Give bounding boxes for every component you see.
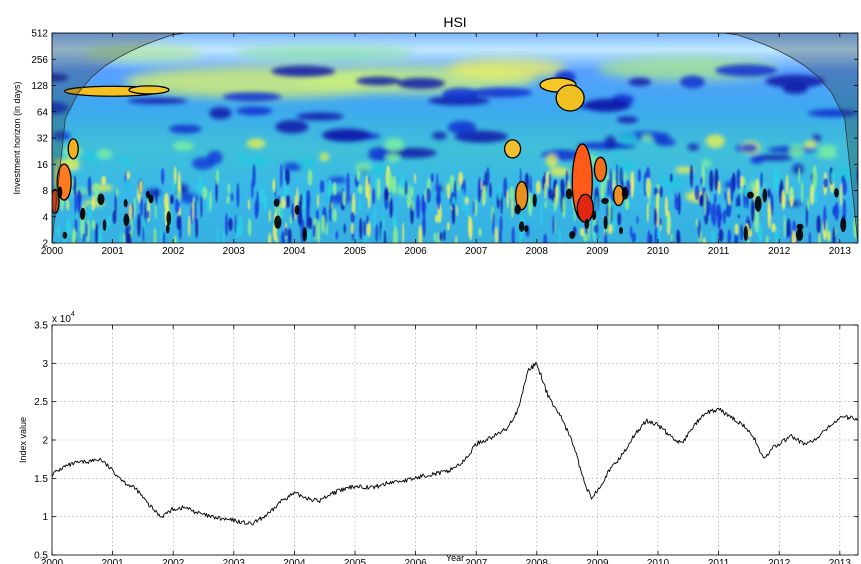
top-y-tick-label: 2: [42, 239, 48, 250]
top-x-tick-label: 2003: [223, 246, 246, 257]
significant-region: [584, 218, 590, 230]
significant-region: [67, 138, 79, 160]
bottom-x-tick-label: 2010: [647, 558, 670, 564]
bottom-y-tick-label: 3: [42, 359, 48, 370]
significant-region: [123, 199, 128, 208]
bottom-y-tick-label: 1.5: [34, 474, 48, 485]
significant-region: [840, 217, 847, 232]
series-line-index: [52, 361, 858, 526]
significant-region: [97, 193, 105, 206]
significant-region: [146, 190, 150, 199]
top-x-tick-label: 2004: [283, 246, 306, 257]
top-y-tick-label: 16: [37, 160, 49, 171]
significant-region: [123, 213, 130, 227]
bottom-x-tick-label: 2003: [223, 558, 246, 564]
top-x-tick-label: 2001: [101, 246, 124, 257]
significant-region: [591, 210, 597, 221]
significant-region: [796, 223, 804, 230]
chart-title: HSI: [443, 14, 466, 30]
top-x-tick-label: 2009: [586, 246, 609, 257]
wavelet-heatmap: [52, 33, 858, 243]
significant-region: [80, 207, 86, 220]
significant-region: [294, 205, 300, 215]
top-x-tick-label: 2011: [708, 246, 730, 257]
significant-region: [302, 227, 307, 242]
bottom-x-tick-label: 2002: [162, 558, 185, 564]
bottom-x-tick-label: 2009: [586, 558, 609, 564]
top-x-tick-label: 2007: [465, 246, 488, 257]
bottom-x-tick-label: 2013: [829, 558, 852, 564]
significant-region: [524, 225, 529, 232]
significant-region: [57, 186, 63, 199]
significant-region: [165, 224, 170, 234]
significant-region: [762, 188, 768, 203]
bottom-x-tick-label: 2008: [526, 558, 549, 564]
significant-region: [148, 194, 154, 204]
significant-region: [518, 221, 525, 232]
top-y-tick-label: 4: [42, 212, 48, 223]
bottom-x-tick-label: 2000: [41, 558, 64, 564]
significant-region: [747, 191, 754, 199]
top-x-tick-label: 2010: [647, 246, 670, 257]
top-y-tick-label: 8: [42, 186, 48, 197]
significant-region: [621, 186, 629, 200]
top-y-tick-label: 32: [37, 134, 49, 145]
bottom-x-tick-label: 2005: [344, 558, 367, 564]
significant-region: [166, 211, 172, 226]
top-y-label: Investment horizon (in days): [12, 81, 22, 194]
significant-region: [743, 225, 748, 241]
significant-region: [532, 193, 537, 208]
bottom-y-tick-label: 3.5: [34, 321, 48, 332]
significant-region: [62, 231, 68, 239]
significant-region: [274, 215, 282, 229]
top-x-tick-label: 2008: [526, 246, 549, 257]
significant-region: [102, 219, 107, 231]
significant-region: [569, 231, 576, 240]
bottom-x-tick-label: 2004: [283, 558, 306, 564]
significant-region: [601, 197, 609, 205]
top-x-tick-label: 2006: [404, 246, 427, 257]
significant-region: [555, 84, 585, 112]
bottom-x-tick-label: 2012: [768, 558, 791, 564]
top-x-tick-label: 2002: [162, 246, 185, 257]
significant-region: [565, 188, 573, 200]
bottom-x-tick-label: 2011: [708, 558, 730, 564]
significant-region: [515, 180, 529, 211]
significant-region: [618, 226, 623, 235]
significant-region: [795, 228, 804, 241]
bottom-y-tick-label: 2.5: [34, 397, 48, 408]
top-x-tick-label: 2000: [41, 246, 64, 257]
bottom-x-label: Year: [446, 553, 464, 563]
significant-region: [273, 198, 280, 207]
bottom-x-tick-label: 2006: [404, 558, 427, 564]
significant-region: [503, 139, 522, 159]
top-x-tick-label: 2013: [829, 246, 852, 257]
bottom-y-tick-label: 1: [42, 512, 48, 523]
bottom-y-label: Index value: [18, 417, 28, 463]
significant-region: [754, 196, 762, 212]
bottom-y-tick-label: 2: [42, 436, 48, 447]
top-y-tick-label: 256: [31, 55, 48, 66]
top-y-tick-label: 64: [37, 107, 49, 118]
y-multiplier: x 104: [52, 311, 75, 325]
significant-region: [576, 193, 594, 223]
top-y-tick-label: 512: [31, 29, 48, 40]
significant-region: [593, 156, 608, 182]
bottom-x-tick-label: 2007: [465, 558, 488, 564]
top-y-tick-label: 128: [31, 81, 48, 92]
top-x-tick-label: 2012: [768, 246, 791, 257]
significant-region: [514, 204, 521, 215]
significant-region: [834, 187, 839, 198]
bottom-y-tick-label: 0.5: [34, 551, 48, 562]
significant-region: [603, 215, 608, 230]
significant-region: [128, 85, 170, 95]
bottom-x-tick-label: 2001: [101, 558, 124, 564]
cone-of-influence: [52, 33, 858, 243]
top-x-tick-label: 2005: [344, 246, 367, 257]
